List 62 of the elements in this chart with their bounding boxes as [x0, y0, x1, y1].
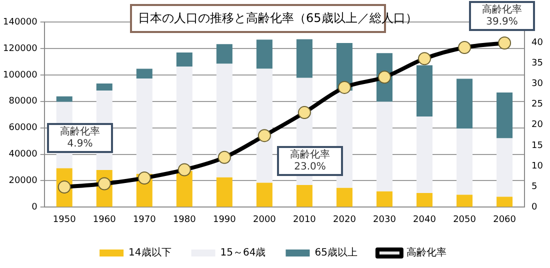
legend-label: 65歳以上: [314, 246, 358, 259]
y2-tick-label: 40: [532, 38, 544, 48]
x-tick-label: 2050: [453, 214, 476, 225]
bar: [296, 39, 312, 78]
bar: [416, 193, 433, 207]
bar: [456, 78, 473, 129]
x-tick-label: 2010: [293, 214, 316, 225]
bar: [136, 78, 152, 174]
legend-label: 15～64歳: [220, 246, 266, 259]
bar: [456, 128, 473, 195]
x-tick-label: 1990: [212, 214, 236, 225]
bar: [416, 116, 433, 194]
bar: [176, 52, 192, 67]
x-tick-label: 2020: [333, 214, 356, 225]
bar: [176, 66, 192, 171]
bar: [376, 102, 392, 192]
y2-tick-label: 15: [532, 140, 543, 151]
legend-label: 14歳以下: [128, 246, 172, 259]
y2-tick-label: 25: [532, 100, 543, 110]
bar: [256, 40, 272, 69]
y2-tick-label: 20: [532, 120, 544, 130]
y-tick-label: 120000: [2, 44, 38, 54]
bar: [296, 184, 312, 207]
x-tick-label: 1950: [52, 214, 76, 225]
y-tick-label: 0: [32, 202, 38, 213]
bar: [256, 182, 272, 207]
bar: [416, 65, 433, 116]
y2-tick-label: 35: [532, 58, 543, 68]
y-tick-label: 100000: [2, 70, 38, 80]
bar: [496, 92, 513, 138]
y2-tick-label: 0: [532, 202, 538, 213]
legend-label: 高齢化率: [406, 246, 446, 259]
x-tick-label: 1980: [172, 214, 196, 225]
y-tick-label: 40000: [8, 150, 38, 160]
y2-tick-label: 10: [532, 161, 544, 172]
y-tick-label: 60000: [8, 123, 38, 134]
annotation: 高齢化率 4.9%: [60, 126, 100, 150]
bar: [456, 194, 473, 207]
bar: [336, 188, 352, 207]
y2-tick-label: 5: [532, 182, 538, 192]
x-tick-label: 2030: [373, 214, 396, 225]
y-tick-label: 140000: [2, 17, 38, 28]
x-tick-label: 2040: [413, 214, 436, 225]
x-tick-label: 2060: [493, 214, 516, 225]
bar: [376, 191, 392, 207]
x-tick-label: 1970: [132, 214, 156, 225]
x-tick-label: 1960: [92, 214, 116, 225]
bar: [56, 96, 72, 102]
bar: [136, 68, 152, 78]
bar: [496, 138, 513, 197]
bar: [496, 196, 513, 207]
annotation: 高齢化率 23.0%: [290, 148, 330, 173]
y-tick-label: 20000: [8, 176, 38, 186]
x-tick-label: 2000: [252, 214, 276, 225]
y-tick-label: 80000: [8, 96, 38, 107]
bar: [96, 84, 112, 91]
bar: [216, 44, 232, 64]
bar: [256, 68, 272, 183]
y2-tick-label: 30: [532, 79, 544, 90]
annotation: 高齢化率 39.9%: [482, 4, 522, 28]
bar: [216, 177, 232, 207]
bar: [216, 64, 232, 178]
